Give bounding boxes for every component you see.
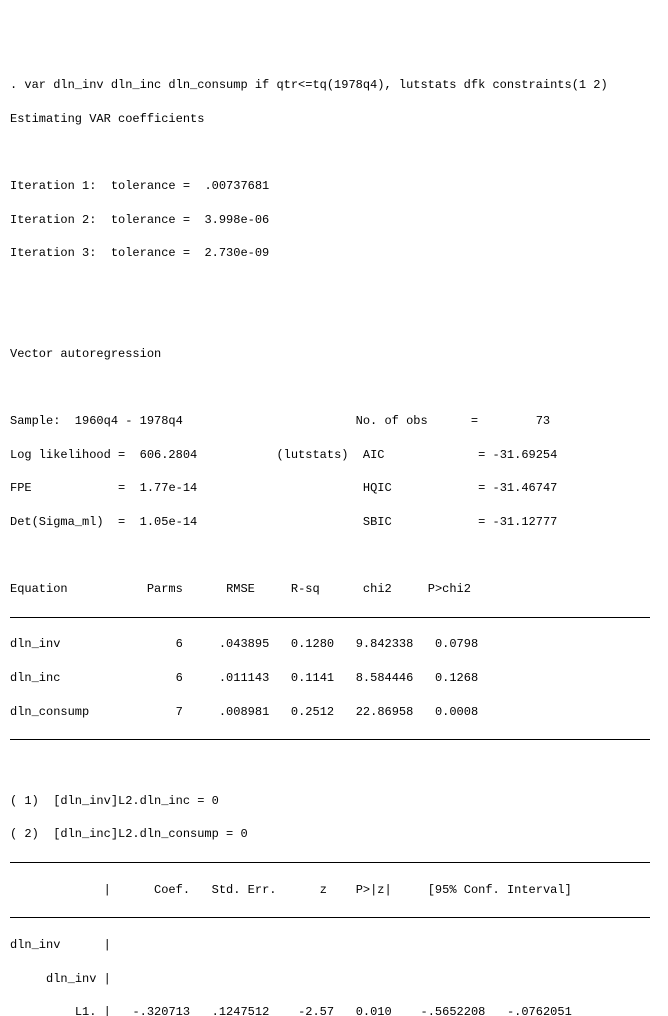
hqic-label: HQIC xyxy=(363,481,392,495)
iter-n: 3 xyxy=(82,246,89,260)
iter-tol: .00737681 xyxy=(204,179,269,193)
hdr-eq: Equation xyxy=(10,582,68,596)
blank xyxy=(10,312,658,329)
regressor: dln_inv xyxy=(46,972,96,986)
iter-3: Iteration 3: tolerance = 2.730e-09 xyxy=(10,245,658,262)
estimating-line: Estimating VAR coefficients xyxy=(10,111,658,128)
eq-rmse: .008981 xyxy=(219,705,269,719)
loglik-line: Log likelihood = 606.2804 (lutstats) AIC… xyxy=(10,447,658,464)
iter-label: Iteration xyxy=(10,213,82,227)
eq-parms: 7 xyxy=(176,705,183,719)
lag: L1. xyxy=(75,1005,97,1016)
iter-n: 1 xyxy=(82,179,89,193)
eq-parms: 6 xyxy=(176,671,183,685)
hdr-z: z xyxy=(320,883,327,897)
constraint-1: ( 1) [dln_inv]L2.dln_inc = 0 xyxy=(10,793,658,810)
divider xyxy=(10,739,650,740)
depvar: dln_inv xyxy=(10,938,60,952)
fpe-value: 1.77e-14 xyxy=(140,481,198,495)
eq-row: dln_consump 7 .008981 0.2512 22.86958 0.… xyxy=(10,704,658,721)
iter-tol: 2.730e-09 xyxy=(204,246,269,260)
eq-rmse: .043895 xyxy=(219,637,269,651)
iter-n: 2 xyxy=(82,213,89,227)
aic-label: AIC xyxy=(363,448,385,462)
hdr-parms: Parms xyxy=(147,582,183,596)
eq-chi2: 22.86958 xyxy=(356,705,414,719)
sample-line: Sample: 1960q4 - 1978q4 No. of obs = 73 xyxy=(10,413,658,430)
eq-name: dln_consump xyxy=(10,705,89,719)
sample-label: Sample: 1960q4 - 1978q4 xyxy=(10,414,183,428)
loglik-value: 606.2804 xyxy=(140,448,198,462)
command-line: . var dln_inv dln_inc dln_consump if qtr… xyxy=(10,77,658,94)
eq-header: Equation Parms RMSE R-sq chi2 P>chi2 xyxy=(10,581,658,598)
coef-header: | Coef. Std. Err. z P>|z| [95% Conf. Int… xyxy=(10,882,658,899)
iter-label: Iteration xyxy=(10,179,82,193)
depvar-line: dln_inv | xyxy=(10,937,658,954)
eq-row: dln_inc 6 .011143 0.1141 8.584446 0.1268 xyxy=(10,670,658,687)
fpe-line: FPE = 1.77e-14 HQIC = -31.46747 xyxy=(10,480,658,497)
iter-1: Iteration 1: tolerance = .00737681 xyxy=(10,178,658,195)
pz: 0.010 xyxy=(356,1005,392,1016)
eq-rsq: 0.1141 xyxy=(291,671,334,685)
hqic-value: -31.46747 xyxy=(493,481,558,495)
coef-row: L1. | -.320713 .1247512 -2.57 0.010 -.56… xyxy=(10,1004,658,1016)
z: -2.57 xyxy=(298,1005,334,1016)
eq-pchi2: 0.0798 xyxy=(435,637,478,651)
aic-value: -31.69254 xyxy=(493,448,558,462)
var-header: Vector autoregression xyxy=(10,346,658,363)
eq-row: dln_inv 6 .043895 0.1280 9.842338 0.0798 xyxy=(10,636,658,653)
eq-rsq: 0.1280 xyxy=(291,637,334,651)
nobs-value: 73 xyxy=(536,414,550,428)
hdr-se: Std. Err. xyxy=(212,883,277,897)
constraint-2: ( 2) [dln_inc]L2.dln_consump = 0 xyxy=(10,826,658,843)
divider xyxy=(10,917,650,918)
blank xyxy=(10,279,658,296)
hdr-ci: [95% Conf. Interval] xyxy=(428,883,572,897)
eq-chi2: 8.584446 xyxy=(356,671,414,685)
eq-rmse: .011143 xyxy=(219,671,269,685)
eq-name: dln_inv xyxy=(10,637,60,651)
divider xyxy=(10,617,650,618)
coef: -.320713 xyxy=(132,1005,190,1016)
det-label: Det(Sigma_ml) xyxy=(10,515,104,529)
blank xyxy=(10,759,658,776)
eq-name: dln_inc xyxy=(10,671,60,685)
loglik-label: Log likelihood = xyxy=(10,448,125,462)
hdr-rsq: R-sq xyxy=(291,582,320,596)
cihi: -.0762051 xyxy=(507,1005,572,1016)
eq-pchi2: 0.1268 xyxy=(435,671,478,685)
divider xyxy=(10,862,650,863)
iter-2: Iteration 2: tolerance = 3.998e-06 xyxy=(10,212,658,229)
eq-rsq: 0.2512 xyxy=(291,705,334,719)
regressor-line: dln_inv | xyxy=(10,971,658,988)
blank xyxy=(10,144,658,161)
eq-pchi2: 0.0008 xyxy=(435,705,478,719)
fpe-label: FPE xyxy=(10,481,32,495)
blank xyxy=(10,548,658,565)
eq-parms: 6 xyxy=(176,637,183,651)
hdr-chi2: chi2 xyxy=(363,582,392,596)
hdr-pz: P>|z| xyxy=(356,883,392,897)
blank xyxy=(10,380,658,397)
cilo: -.5652208 xyxy=(421,1005,486,1016)
hdr-pchi2: P>chi2 xyxy=(428,582,471,596)
iter-label: Iteration xyxy=(10,246,82,260)
nobs-label: No. of obs xyxy=(356,414,428,428)
sbic-value: -31.12777 xyxy=(493,515,558,529)
hdr-coef: Coef. xyxy=(154,883,190,897)
det-line: Det(Sigma_ml) = 1.05e-14 SBIC = -31.1277… xyxy=(10,514,658,531)
iter-tol: 3.998e-06 xyxy=(204,213,269,227)
lutstats-label: (lutstats) xyxy=(276,448,348,462)
det-value: 1.05e-14 xyxy=(140,515,198,529)
eq-chi2: 9.842338 xyxy=(356,637,414,651)
se: .1247512 xyxy=(212,1005,270,1016)
hdr-rmse: RMSE xyxy=(226,582,255,596)
sbic-label: SBIC xyxy=(363,515,392,529)
